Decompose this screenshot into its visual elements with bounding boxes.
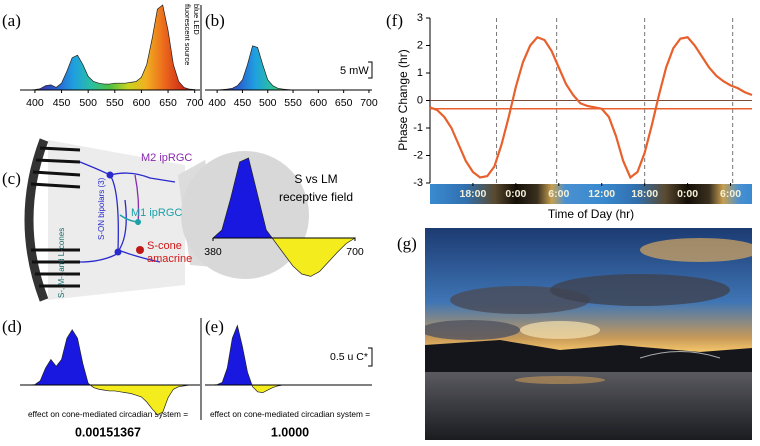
cell-label: S-, M-, and L-cones [57, 228, 66, 298]
x-tick-label: 700 [346, 246, 364, 258]
x-axis-label: Time of Day (hr) [548, 207, 634, 221]
panel-label: (a) [2, 11, 21, 30]
result: 0.00151367 [75, 425, 141, 439]
retina-fan [48, 140, 185, 300]
x-tick-label: 18:00 [631, 188, 658, 200]
cell-label: M1 ipRGC [131, 207, 182, 219]
x-tick-label: 700 [186, 97, 204, 109]
cell-label: M2 ipRGC [141, 152, 192, 164]
bipolar-soma [106, 171, 114, 179]
x-tick-label: 550 [106, 97, 124, 109]
y-tick-label: -1 [413, 122, 423, 134]
x-tick-label: 6:00 [720, 188, 741, 200]
y-tick-label: 2 [417, 39, 423, 51]
x-tick-label: 450 [234, 97, 252, 109]
scale-label: 0.5 u C* [330, 351, 368, 363]
x-tick-label: 400 [208, 97, 226, 109]
y-axis-label: Phase Change (hr) [396, 49, 410, 150]
panel-label: (g) [397, 234, 417, 253]
spectrum-area [212, 157, 357, 277]
cell-label: S-ON bipolars (3) [97, 177, 106, 240]
bipolar-soma [114, 248, 122, 256]
panel-label: (d) [2, 317, 22, 336]
inset-title: receptive field [279, 190, 353, 204]
x-tick-label: 600 [310, 97, 328, 109]
cell-label: amacrine [147, 253, 192, 265]
result: 1.0000 [271, 425, 309, 439]
panel-label: (e) [205, 317, 224, 336]
spectrum-area [24, 329, 195, 416]
y-tick-label: 3 [417, 12, 423, 24]
x-tick-label: 12:00 [588, 188, 615, 200]
panel-label: (f) [386, 11, 403, 30]
x-tick-label: 18:00 [460, 188, 487, 200]
scale-bracket [368, 61, 373, 79]
x-tick-label: 6:00 [548, 188, 569, 200]
phase-curve [429, 35, 753, 180]
x-tick-label: 600 [133, 97, 151, 109]
y-tick-label: -2 [413, 149, 423, 161]
x-tick-label: 380 [204, 246, 222, 258]
amacrine-soma [136, 246, 144, 254]
cones [30, 146, 81, 288]
x-tick-label: 0:00 [677, 188, 698, 200]
x-tick-label: 500 [79, 97, 97, 109]
caption: effect on cone-mediated circadian system… [28, 409, 188, 419]
cone-layer [24, 138, 49, 302]
panel-label: (b) [205, 11, 225, 30]
scale-bracket [368, 347, 373, 367]
retina-diagram [24, 138, 309, 302]
annotation: fluorescent source [183, 4, 192, 65]
x-tick-label: 650 [335, 97, 353, 109]
cell-label: S-cone [147, 240, 182, 252]
annotation: blue LED [192, 4, 201, 35]
x-tick-label: 650 [159, 97, 177, 109]
x-tick-label: 700 [360, 97, 378, 109]
x-tick-label: 550 [284, 97, 302, 109]
y-tick-label: -3 [413, 177, 423, 189]
m1-soma [135, 219, 141, 225]
time-bar [430, 184, 752, 204]
y-tick-label: 1 [417, 67, 423, 79]
y-tick-label: 0 [417, 94, 423, 106]
sunset-photo [425, 228, 752, 440]
spectrum-area [24, 4, 196, 91]
scale-label: 5 mW [340, 65, 369, 77]
caption: effect on cone-mediated circadian system… [210, 409, 370, 419]
x-tick-label: 400 [26, 97, 44, 109]
panel-label: (c) [2, 169, 21, 188]
inset-title: S vs LM [294, 172, 337, 186]
x-tick-label: 500 [259, 97, 277, 109]
x-tick-label: 450 [53, 97, 71, 109]
x-tick-label: 0:00 [505, 188, 526, 200]
